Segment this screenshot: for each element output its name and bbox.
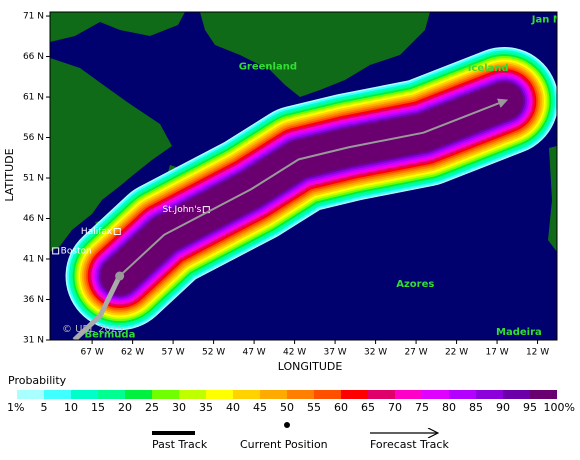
legend-title: Probability: [8, 374, 67, 387]
y-tick-label: 51 N: [23, 174, 44, 184]
x-tick-label: 32 W: [364, 348, 387, 358]
x-tick-label: 27 W: [404, 348, 427, 358]
y-tick-label: 61 N: [23, 93, 44, 103]
legend-swatch: [341, 390, 368, 399]
region-label: Jan M: [531, 14, 563, 25]
region-label: Iceland: [468, 63, 509, 74]
x-axis-label: LONGITUDE: [278, 360, 343, 373]
baffin-land: [50, 12, 185, 42]
legend-tick-label: 40: [226, 401, 240, 414]
legend-swatch: [233, 390, 260, 399]
legend-swatch: [206, 390, 233, 399]
x-tick-label: 17 W: [485, 348, 508, 358]
x-tick-label: 47 W: [242, 348, 265, 358]
x-tick-label: 12 W: [526, 348, 549, 358]
legend-tick-label: 25: [145, 401, 159, 414]
legend-swatch: [395, 390, 422, 399]
legend-swatch: [422, 390, 449, 399]
y-tick-label: 56 N: [23, 133, 44, 143]
legend-tick-label: 20: [118, 401, 132, 414]
legend-tick-label: 75: [415, 401, 429, 414]
y-tick-label: 31 N: [23, 336, 44, 346]
y-tick-label: 36 N: [23, 295, 44, 305]
y-tick-label: 46 N: [23, 214, 44, 224]
x-tick-label: 57 W: [161, 348, 184, 358]
legend-swatch: [17, 390, 44, 399]
legend-item: Forecast Track: [370, 438, 449, 451]
map-frame: [49, 11, 558, 341]
city-marker: [113, 227, 121, 235]
legend-swatch: [152, 390, 179, 399]
legend-tick-label: 5: [41, 401, 48, 414]
greenland-land: [200, 12, 430, 97]
legend-tick-label: 50: [280, 401, 294, 414]
legend-tick-label: 70: [388, 401, 402, 414]
legend-tick-label: 100%: [544, 401, 575, 414]
region-label: Azores: [396, 279, 434, 290]
legend-swatch: [98, 390, 125, 399]
city-label: Halifax: [81, 227, 113, 237]
legend-tick-label: 60: [334, 401, 348, 414]
legend-tick-label: 85: [469, 401, 483, 414]
legend-tick-label: 45: [253, 401, 267, 414]
legend-tick-label: 65: [361, 401, 375, 414]
y-tick-label: 71 N: [23, 12, 44, 22]
legend-tick-label: 10: [64, 401, 78, 414]
europe-land: [548, 146, 557, 252]
copyright: © UBL 2025: [62, 324, 124, 335]
legend-tick-label: 15: [91, 401, 105, 414]
legend-tick-label: 90: [496, 401, 510, 414]
city-marker: [52, 247, 60, 255]
map-overlay: Greenland Iceland Jan M Azores Bermuda Madeir…: [52, 14, 563, 340]
legend-swatch: [314, 390, 341, 399]
legend-swatch: [125, 390, 152, 399]
legend-swatch: [530, 390, 557, 399]
legend-tick-label: 55: [307, 401, 321, 414]
region-label: Greenland: [239, 61, 297, 72]
x-tick-label: 52 W: [202, 348, 225, 358]
city-label: St.John's: [162, 205, 201, 215]
legend-tick-label: 30: [172, 401, 186, 414]
forecast-track: [118, 98, 509, 277]
legend-swatch: [503, 390, 530, 399]
legend-item: Current Position: [240, 438, 328, 451]
region-label: Madeira: [496, 327, 542, 338]
city-label: Boston: [61, 246, 92, 256]
region-label: Bermuda: [85, 329, 136, 340]
legend-swatch: [449, 390, 476, 399]
legend-swatch: [476, 390, 503, 399]
y-tick-label: 41 N: [23, 255, 44, 265]
legend-swatch: [368, 390, 395, 399]
legend-item: Past Track: [152, 438, 208, 451]
legend-swatch: [260, 390, 287, 399]
x-tick-label: 67 W: [81, 348, 104, 358]
y-axis-label: LATITUDE: [3, 148, 16, 201]
legend-swatch: [179, 390, 206, 399]
legend-tick-label: 35: [199, 401, 213, 414]
legend-tick-label: 1%: [7, 401, 24, 414]
past-track: [72, 274, 122, 340]
current-position-key: [284, 422, 290, 428]
y-tick-label: 66 N: [23, 52, 44, 62]
x-tick-label: 37 W: [323, 348, 346, 358]
labrador-land: [50, 58, 172, 252]
legend-tick-label: 80: [442, 401, 456, 414]
x-tick-label: 22 W: [445, 348, 468, 358]
legend-tick-label: 95: [523, 401, 537, 414]
legend-swatch: [71, 390, 98, 399]
legend-swatch: [287, 390, 314, 399]
current-position: [115, 271, 125, 281]
legend-swatch: [44, 390, 71, 399]
x-tick-label: 62 W: [121, 348, 144, 358]
x-tick-label: 42 W: [283, 348, 306, 358]
